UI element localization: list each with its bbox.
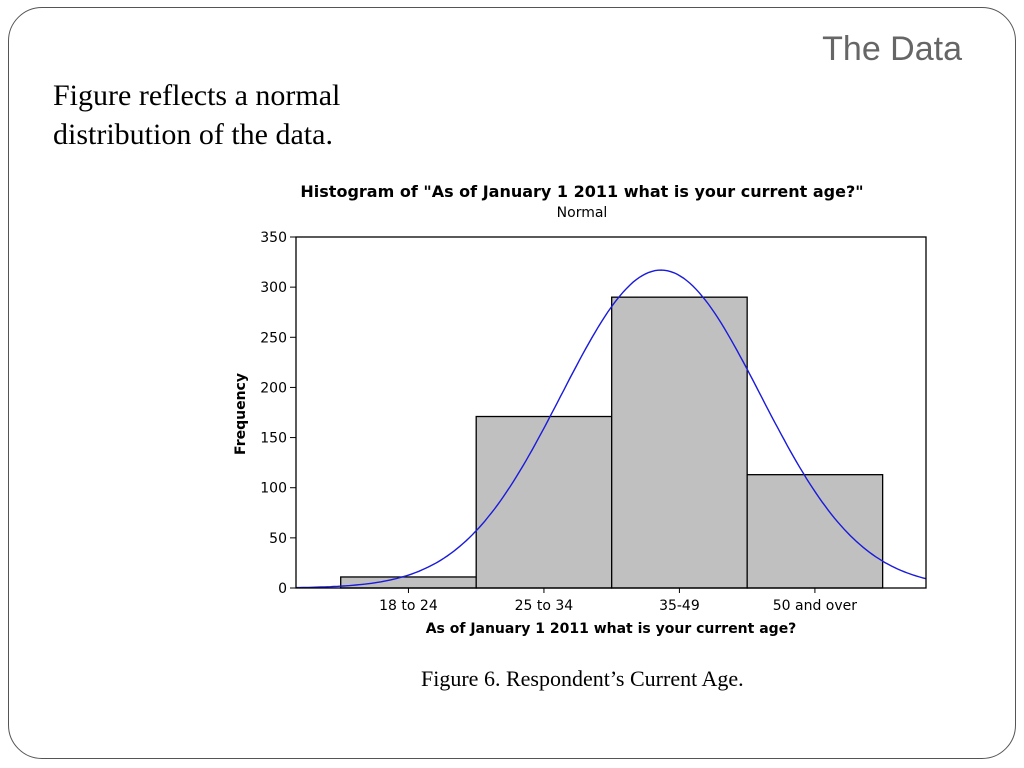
x-tick-label: 50 and over xyxy=(773,598,858,614)
histogram-bar xyxy=(611,296,748,589)
normal-fit-curve xyxy=(296,269,927,589)
body-text: Figure reflects a normal distribution of… xyxy=(53,76,413,154)
histogram-bar xyxy=(746,474,884,589)
body-line-1: Figure reflects a normal xyxy=(53,79,341,112)
y-tick-label: 100 xyxy=(260,481,287,497)
y-tick-label: 0 xyxy=(278,581,287,597)
chart-title: Histogram of "As of January 1 2011 what … xyxy=(300,182,863,201)
plot-area: 0 50 100 150 200 250 300 350 18 to 24 25 to 34 35-… xyxy=(260,230,927,614)
y-axis-label: Frequency xyxy=(233,373,249,455)
x-tick-label: 35-49 xyxy=(659,598,700,614)
slide-title: The Data xyxy=(822,30,962,68)
x-tick-label: 18 to 24 xyxy=(379,598,438,614)
x-tick-label: 25 to 34 xyxy=(515,598,574,614)
x-axis-label: As of January 1 2011 what is your curren… xyxy=(426,621,797,637)
y-tick-label: 300 xyxy=(260,280,287,296)
y-tick-label: 350 xyxy=(260,230,287,246)
y-tick-label: 200 xyxy=(260,380,287,396)
body-line-2: distribution of the data. xyxy=(53,118,333,151)
y-tick-label: 250 xyxy=(260,330,287,346)
y-tick-label: 150 xyxy=(260,431,287,447)
plot-frame xyxy=(295,236,927,589)
y-tick-label: 50 xyxy=(269,531,287,547)
histogram-bar xyxy=(340,576,477,589)
figure-caption: Figure 6. Respondent’s Current Age. xyxy=(421,666,744,691)
histogram-bar xyxy=(475,415,613,589)
chart-subtitle: Normal xyxy=(557,205,608,221)
